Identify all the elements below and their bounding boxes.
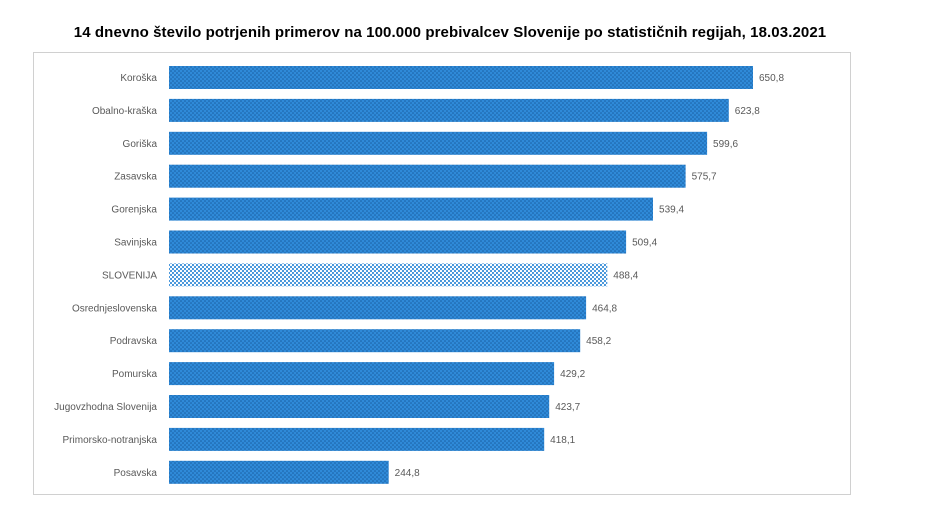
bar-koro-ka — [169, 66, 753, 89]
bar-zasavska — [169, 164, 686, 188]
category-label: Savinjska — [114, 238, 157, 249]
bar-gorenjska — [169, 197, 653, 221]
value-label: 650,8 — [759, 73, 784, 84]
value-label: 418,1 — [550, 435, 575, 446]
bar-obalno-kra-ka — [169, 98, 729, 122]
bar-posavska — [169, 460, 389, 484]
category-label: Primorsko-notranjska — [63, 435, 158, 446]
bars-group: Koroška 650,8 Obalno-kraška 623,8 Goriška 599… — [54, 66, 784, 484]
value-label: 423,7 — [555, 402, 580, 413]
value-label: 244,8 — [395, 468, 420, 479]
category-label: Osrednjeslovenska — [72, 303, 157, 314]
category-label: Jugovzhodna Slovenija — [54, 402, 157, 413]
bar-jugovzhodna-slovenija — [169, 395, 550, 418]
value-label: 575,7 — [692, 172, 717, 183]
value-label: 599,6 — [713, 139, 738, 150]
bar-gori-ka — [169, 131, 708, 155]
bar-osrednjeslovenska — [169, 296, 587, 320]
value-label: 539,4 — [659, 205, 684, 216]
category-label: Koroška — [120, 73, 157, 84]
category-label: Obalno-kraška — [92, 106, 157, 117]
value-label: 458,2 — [586, 336, 611, 347]
category-label: Zasavska — [114, 172, 157, 183]
category-label: Pomurska — [112, 369, 157, 380]
bar-primorsko-notranjska — [169, 427, 545, 451]
category-label: Podravska — [110, 336, 158, 347]
bar-pomurska — [169, 362, 555, 386]
category-label: Posavska — [114, 468, 158, 479]
value-label: 509,4 — [632, 238, 657, 249]
chart-title: 14 dnevno število potrjenih primerov na … — [73, 24, 827, 41]
bar-slovenija — [169, 263, 608, 287]
category-label: SLOVENIJA — [102, 270, 157, 281]
bar-podravska — [169, 329, 581, 353]
category-label: Goriška — [123, 139, 158, 150]
value-label: 464,8 — [592, 303, 617, 314]
bar-savinjska — [169, 230, 627, 254]
value-label: 623,8 — [735, 106, 760, 117]
value-label: 488,4 — [613, 270, 638, 281]
value-label: 429,2 — [560, 369, 585, 380]
category-label: Gorenjska — [111, 205, 157, 216]
